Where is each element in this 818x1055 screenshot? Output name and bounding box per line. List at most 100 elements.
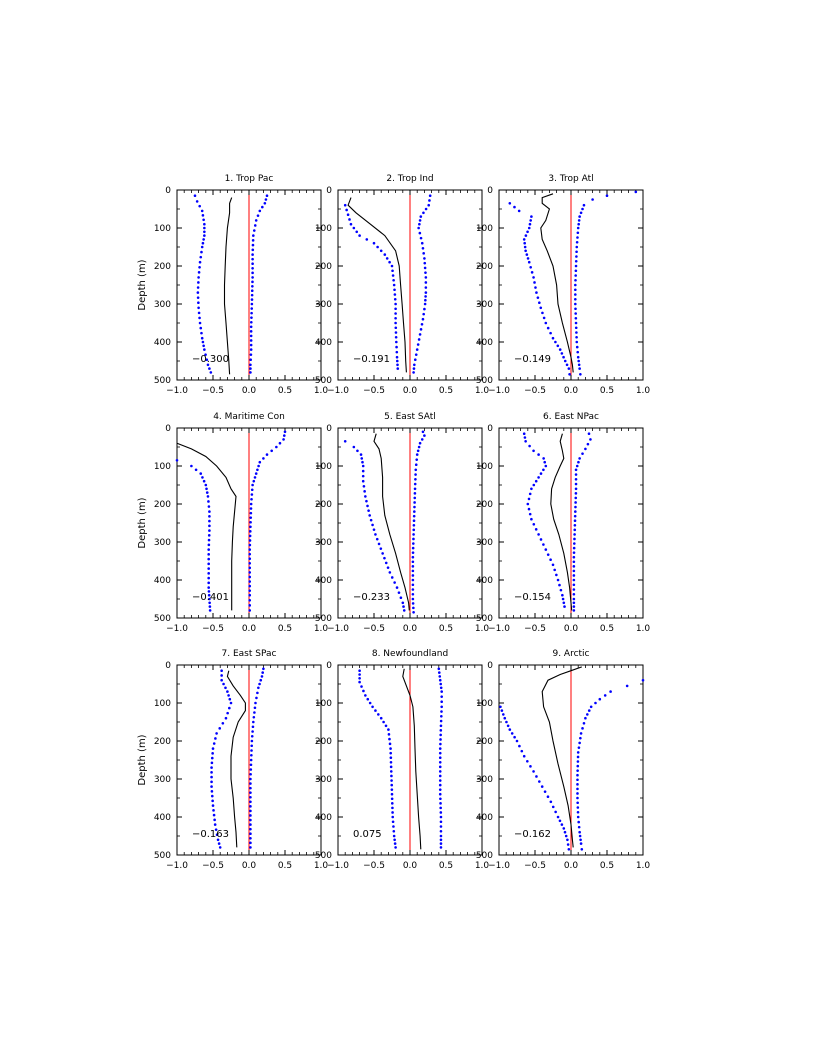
lower-bound-dot <box>402 605 405 608</box>
lower-bound-dot <box>556 815 560 819</box>
upper-bound-dot <box>415 348 419 351</box>
upper-bound-dot <box>249 818 252 822</box>
lower-bound-dot <box>389 770 393 773</box>
lower-bound-dot <box>207 572 210 575</box>
x-tick-label: −0.5 <box>363 861 385 871</box>
upper-bound-dot <box>609 690 612 693</box>
upper-bound-dot <box>578 830 581 834</box>
upper-bound-dot <box>413 482 417 486</box>
upper-bound-dot <box>574 478 578 481</box>
lower-bound-dot <box>395 586 399 589</box>
lower-bound-dot <box>523 436 527 439</box>
x-tick-label: 1.0 <box>475 386 490 396</box>
lower-bound-dot <box>364 694 367 697</box>
lower-bound-dot <box>377 713 380 716</box>
lower-bound-dot <box>383 253 387 256</box>
lower-bound-dot <box>389 756 393 760</box>
lower-bound-dot <box>551 805 555 809</box>
y-tick-label: 100 <box>315 224 332 234</box>
x-tick-label: 0.0 <box>564 624 579 634</box>
y-tick-label: 500 <box>476 376 493 386</box>
lower-bound-dot <box>546 795 550 799</box>
lower-bound-dot <box>372 528 376 531</box>
x-tick-label: 1.0 <box>636 861 651 871</box>
upper-bound-dot <box>577 460 580 464</box>
lower-bound-dot <box>536 296 540 299</box>
lower-bound-dot <box>517 209 521 213</box>
panel-title: 7. East SPac <box>222 649 277 659</box>
lower-bound-dot <box>207 576 210 580</box>
upper-bound-dot <box>576 783 579 786</box>
upper-bound-dot <box>412 523 416 527</box>
upper-bound-dot <box>424 295 427 298</box>
x-tick-label: 1.0 <box>636 386 651 396</box>
upper-bound-dot <box>248 534 252 538</box>
upper-bound-dot <box>419 236 423 240</box>
mean-line <box>176 442 237 611</box>
lower-bound-dot <box>556 578 560 582</box>
lower-bound-dot <box>542 457 545 460</box>
upper-bound-dot <box>439 838 443 842</box>
upper-bound-dot <box>411 560 415 564</box>
x-tick-label: 0.0 <box>564 386 579 396</box>
upper-bound-dot <box>577 820 580 824</box>
x-tick-label: −1.0 <box>488 861 510 871</box>
upper-bound-dot <box>572 601 576 605</box>
upper-bound-dot <box>418 231 422 235</box>
upper-bound-dot <box>424 271 427 274</box>
lower-bound-dot <box>384 724 388 728</box>
upper-bound-dot <box>575 240 579 244</box>
upper-bound-dot <box>438 783 442 787</box>
lower-bound-dot <box>207 593 211 597</box>
upper-bound-dot <box>427 203 431 207</box>
upper-bound-dot <box>439 682 443 686</box>
lower-bound-dot <box>226 711 229 715</box>
panel-annotation: −0.149 <box>514 354 551 365</box>
upper-bound-dot <box>250 316 253 319</box>
upper-bound-dot <box>414 468 418 472</box>
y-tick-label: 500 <box>315 376 332 386</box>
upper-bound-dot <box>578 834 582 838</box>
upper-bound-dot <box>412 367 416 370</box>
lower-bound-dot <box>389 760 393 764</box>
y-tick-label: 400 <box>476 338 493 348</box>
lower-bound-dot <box>538 301 541 305</box>
y-tick-label: 200 <box>315 262 332 272</box>
lower-bound-dot <box>218 846 222 849</box>
lower-bound-dot <box>562 355 565 359</box>
lower-bound-dot <box>348 218 351 221</box>
x-tick-label: 0.5 <box>600 624 614 634</box>
upper-bound-dot <box>251 262 254 266</box>
lower-bound-dot <box>558 348 562 351</box>
upper-bound-dot <box>249 511 253 515</box>
lower-bound-dot <box>395 359 399 363</box>
lower-bound-dot <box>197 306 200 310</box>
lower-bound-dot <box>213 818 216 822</box>
panel-title: 8. Newfoundland <box>372 649 448 659</box>
upper-bound-dot <box>572 555 576 559</box>
lower-bound-dot <box>208 367 211 370</box>
upper-bound-dot <box>439 742 442 746</box>
y-axis-label: Depth (m) <box>137 497 148 548</box>
upper-bound-dot <box>576 810 580 814</box>
lower-bound-dot <box>363 490 366 493</box>
upper-bound-dot <box>579 211 583 215</box>
upper-bound-dot <box>275 445 278 449</box>
upper-bound-dot <box>251 725 255 729</box>
upper-bound-dot <box>418 333 422 336</box>
upper-bound-dot <box>574 316 578 320</box>
upper-bound-dot <box>253 706 257 710</box>
lower-bound-dot <box>360 685 363 688</box>
upper-bound-dot <box>439 802 442 805</box>
lower-bound-dot <box>500 709 504 712</box>
upper-bound-dot <box>263 202 267 205</box>
upper-bound-dot <box>424 298 427 302</box>
lower-bound-dot <box>205 358 209 362</box>
lower-bound-dot <box>527 497 531 501</box>
upper-bound-dot <box>251 280 254 284</box>
lower-bound-dot <box>198 204 201 208</box>
lower-bound-dot <box>202 218 205 222</box>
upper-bound-dot <box>438 770 442 773</box>
lower-bound-dot <box>203 222 206 226</box>
upper-bound-dot <box>251 284 254 288</box>
